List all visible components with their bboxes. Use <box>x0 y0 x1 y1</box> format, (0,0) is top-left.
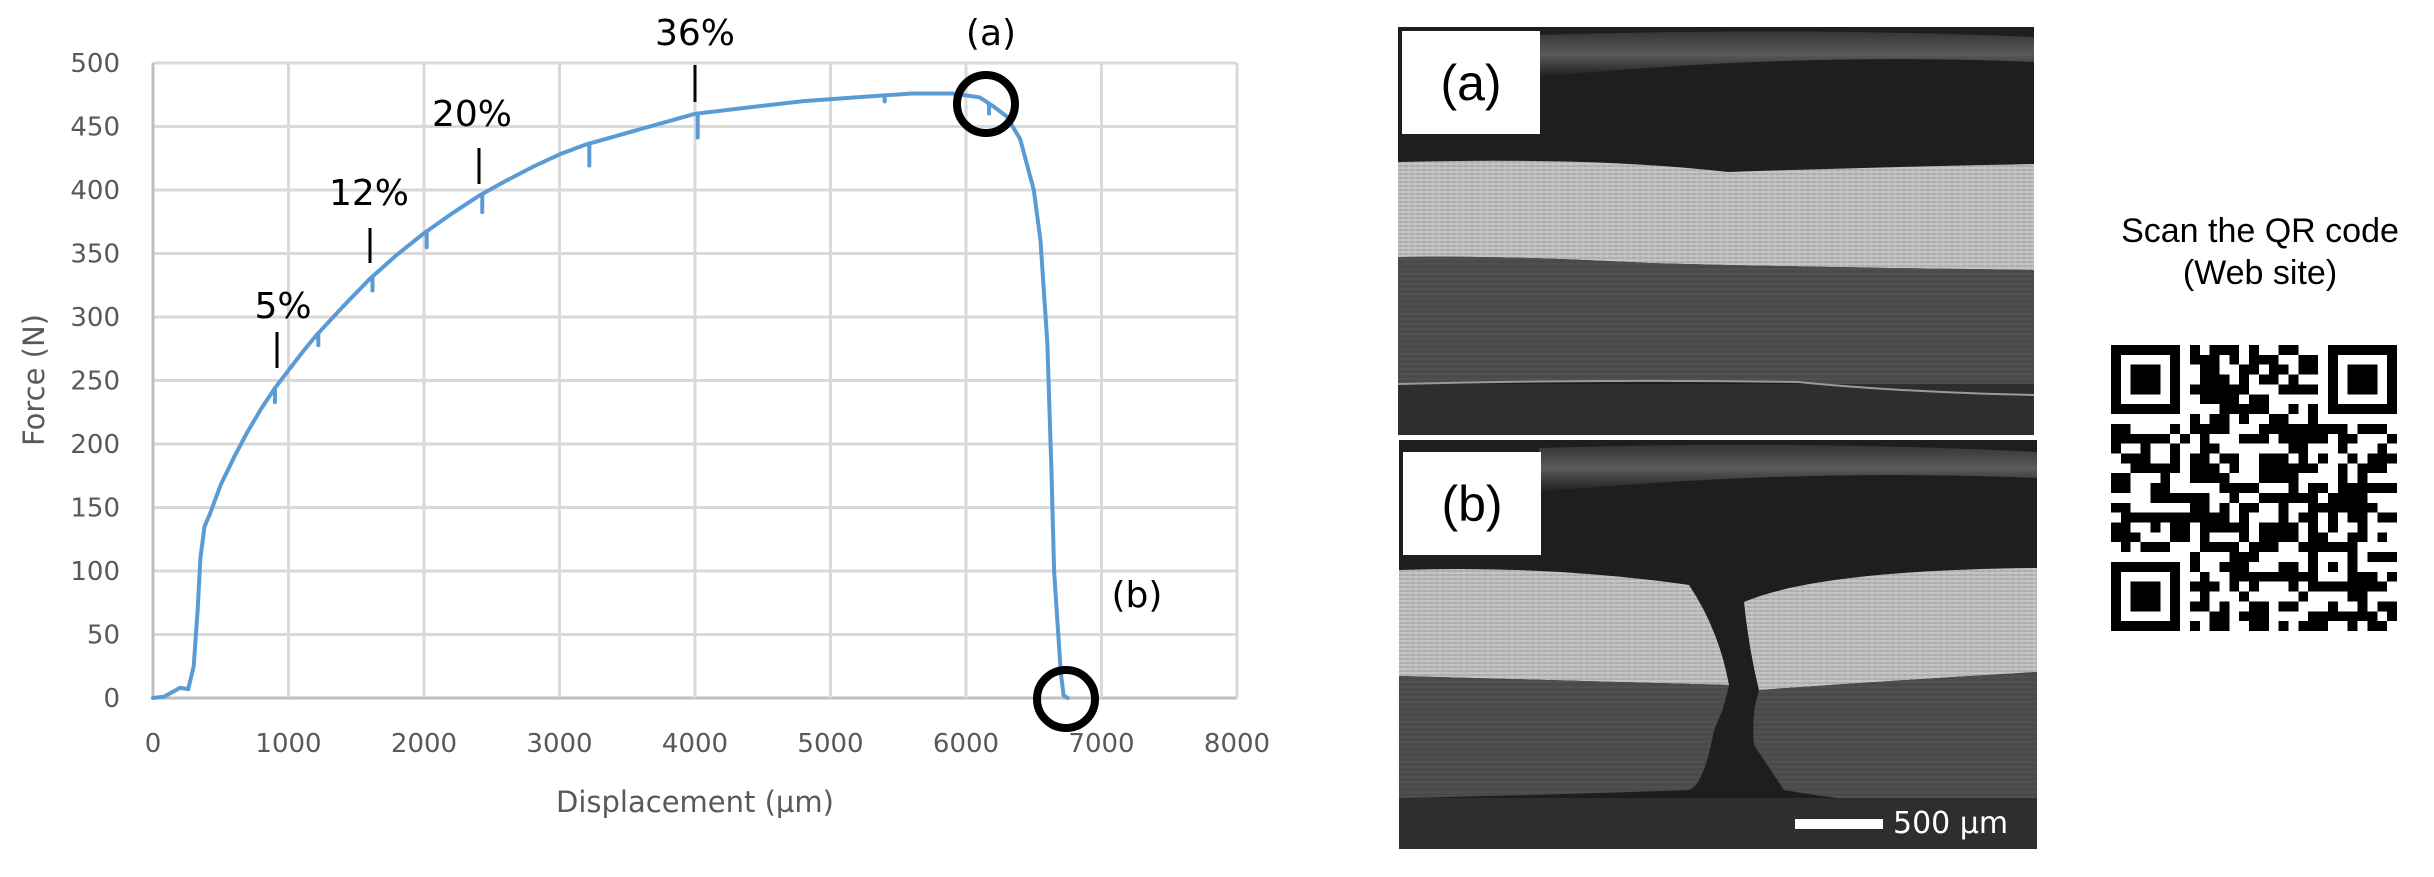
sem-image-a: (a) <box>1398 27 2034 435</box>
scale-bar: 500 µm <box>1795 806 2008 841</box>
marker-b: (b) <box>1033 575 1163 732</box>
x-tick-label: 1000 <box>255 729 321 759</box>
annotation-12pct: 12% <box>329 173 409 263</box>
sem-image-b: (b) 500 µm <box>1399 440 2037 849</box>
x-tick-label: 3000 <box>526 729 592 759</box>
scale-bar-line <box>1795 818 1883 829</box>
qr-caption-line2: (Web site) <box>2182 254 2338 292</box>
x-tick-label: 8000 <box>1204 729 1270 759</box>
y-tick-label: 100 <box>70 557 120 587</box>
svg-text:(b): (b) <box>1112 575 1163 616</box>
panel-label-a: (a) <box>1402 31 1540 134</box>
x-tick-label: 6000 <box>933 729 999 759</box>
scale-bar-label: 500 µm <box>1893 806 2009 841</box>
chart-grid <box>151 61 1239 700</box>
force-curve <box>151 91 1070 700</box>
panel-label-b: (b) <box>1403 452 1541 555</box>
x-tick-label: 7000 <box>1068 729 1134 759</box>
x-tick-label: 2000 <box>391 729 457 759</box>
y-tick-label: 500 <box>70 49 120 79</box>
sem-micrograph-a <box>1398 27 2034 435</box>
y-tick-label: 50 <box>87 621 120 651</box>
x-tick-label: 4000 <box>662 729 728 759</box>
x-tick-label: 0 <box>145 729 162 759</box>
y-axis-ticks: 0 50 100 150 200 250 300 350 400 450 500 <box>70 49 120 714</box>
x-tick-label: 5000 <box>797 729 863 759</box>
y-tick-label: 450 <box>70 113 120 143</box>
qr-caption: Scan the QR code (Web site) <box>2090 210 2430 294</box>
y-tick-label: 150 <box>70 494 120 524</box>
x-axis-ticks: 0 1000 2000 3000 4000 5000 6000 7000 8000 <box>145 729 1270 759</box>
svg-text:12%: 12% <box>329 173 409 214</box>
y-tick-label: 200 <box>70 430 120 460</box>
y-tick-label: 300 <box>70 303 120 333</box>
y-axis-title: Force (N) <box>17 314 51 446</box>
svg-text:5%: 5% <box>254 286 311 327</box>
svg-text:20%: 20% <box>432 94 512 135</box>
qr-caption-line1: Scan the QR code <box>2121 212 2399 250</box>
svg-text:(a): (a) <box>966 13 1016 54</box>
y-tick-label: 0 <box>103 684 120 714</box>
svg-text:36%: 36% <box>655 13 735 54</box>
annotation-36pct: 36% <box>655 13 735 102</box>
unload-dips <box>272 93 992 405</box>
annotation-5pct: 5% <box>254 286 312 368</box>
y-tick-label: 250 <box>70 367 120 397</box>
y-tick-label: 350 <box>70 240 120 270</box>
force-displacement-chart: 0 50 100 150 200 250 300 350 400 450 500 0 1000 2000… <box>17 13 1270 819</box>
marker-a: (a) <box>953 13 1019 137</box>
qr-code[interactable] <box>2111 345 2397 631</box>
x-axis-title: Displacement (µm) <box>556 785 834 819</box>
y-tick-label: 400 <box>70 176 120 206</box>
annotation-20pct: 20% <box>432 94 512 184</box>
